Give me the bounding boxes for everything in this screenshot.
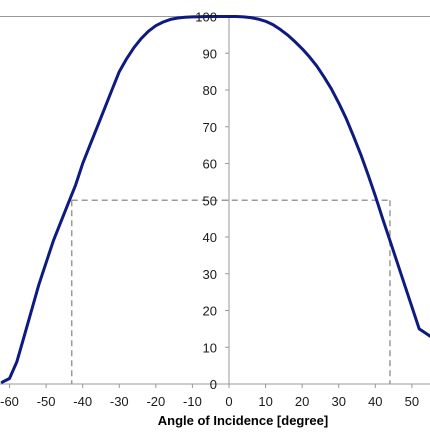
series-group — [0, 15, 430, 384]
y-tick-label: 90 — [203, 46, 217, 61]
y-tick-label: 20 — [203, 304, 217, 319]
y-tick-label: 10 — [203, 340, 217, 355]
x-tick-label: 20 — [295, 394, 309, 409]
x-tick-label: 50 — [405, 394, 419, 409]
x-axis-title: Angle of Incidence [degree] — [158, 413, 328, 428]
x-tick-label: -50 — [37, 394, 56, 409]
y-tick-label: 40 — [203, 230, 217, 245]
y-tick-label: 0 — [210, 377, 217, 392]
y-tick-label: 30 — [203, 267, 217, 282]
x-tick-label: -20 — [146, 394, 165, 409]
x-tick-label: 30 — [332, 394, 346, 409]
y-tick-label: 100 — [195, 10, 217, 25]
y-tick-labels: 0 10 20 30 40 50 60 70 80 90 100 — [195, 10, 217, 393]
y-tick-label: 60 — [203, 157, 217, 172]
x-tick-label: -30 — [110, 394, 129, 409]
y-tick-label: 50 — [203, 193, 217, 208]
x-tick-label: -60 — [0, 394, 19, 409]
x-tick-label: -40 — [73, 394, 92, 409]
y-tick-label: 70 — [203, 120, 217, 135]
y-tick-label: 80 — [203, 83, 217, 98]
x-tick-label: 0 — [225, 394, 232, 409]
series-line-0 — [0, 15, 430, 384]
x-tick-labels: -60 -50 -40 -30 -20 -10 0 10 20 30 40 50 — [0, 394, 419, 409]
x-tick-label: -10 — [183, 394, 202, 409]
x-tick-label: 10 — [258, 394, 272, 409]
reference-lines — [70, 199, 391, 384]
x-tick-label: 40 — [368, 394, 382, 409]
